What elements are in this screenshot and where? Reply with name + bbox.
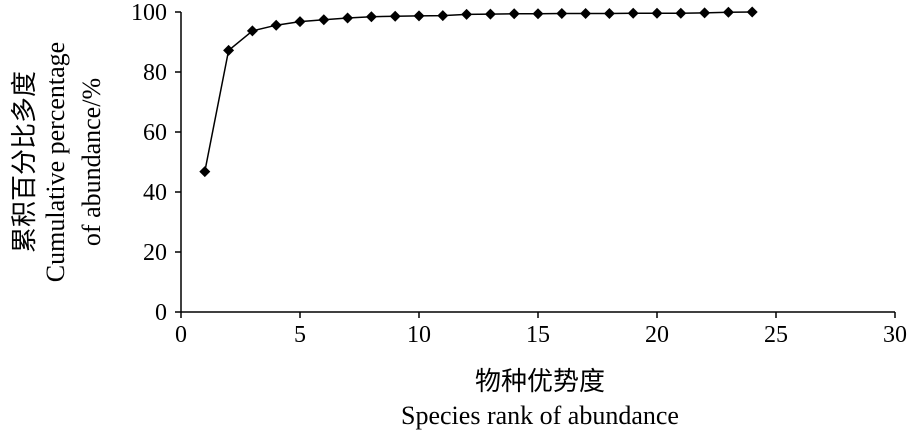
data-point (413, 10, 425, 22)
data-point (722, 6, 734, 18)
y-tick-label: 40 (143, 180, 167, 206)
data-point (437, 10, 449, 22)
x-tick-label: 10 (407, 322, 431, 348)
y-axis-label-en-2: of abundance/% (77, 78, 106, 246)
y-tick-label: 20 (143, 240, 167, 266)
data-point (389, 10, 401, 22)
data-point (318, 14, 330, 26)
x-axis-label-en: Species rank of abundance (401, 401, 679, 430)
x-axis-label-cn: 物种优势度 (475, 367, 605, 396)
y-tick-label: 80 (143, 60, 167, 86)
data-point (556, 8, 568, 19)
y-ticks: 0 20 40 60 80 100 (131, 0, 181, 326)
x-tick-label: 20 (645, 322, 669, 348)
data-point (246, 25, 258, 37)
data-point (461, 8, 473, 20)
data-point (294, 16, 306, 28)
data-point (270, 19, 282, 31)
data-point (342, 12, 354, 24)
data-point (746, 6, 758, 18)
series-line-path (204, 11, 753, 172)
data-point (199, 166, 211, 178)
data-point (365, 11, 377, 23)
x-tick-label: 25 (764, 322, 788, 348)
x-tick-label: 15 (526, 322, 550, 348)
data-point (532, 8, 544, 20)
x-tick-label: 30 (883, 322, 907, 348)
data-point (699, 7, 711, 19)
data-point (627, 7, 639, 19)
y-axis-label-en-1: Cumulative percentage (41, 42, 70, 282)
data-point (580, 8, 592, 19)
y-axis-label-cn: 累积百分比多度 (10, 71, 39, 253)
data-point (484, 8, 496, 20)
x-tick-label: 0 (175, 322, 187, 348)
y-tick-label: 0 (155, 300, 167, 326)
series-line (199, 6, 758, 178)
data-point (675, 7, 687, 19)
x-tick-label: 5 (294, 322, 306, 348)
data-point (508, 8, 520, 20)
axes (180, 12, 895, 313)
x-ticks: 0 5 10 15 20 25 30 (175, 312, 907, 348)
data-point (223, 44, 235, 56)
y-tick-label: 100 (131, 0, 167, 26)
data-point (603, 8, 615, 19)
y-tick-label: 60 (143, 120, 167, 146)
data-point (651, 7, 663, 19)
